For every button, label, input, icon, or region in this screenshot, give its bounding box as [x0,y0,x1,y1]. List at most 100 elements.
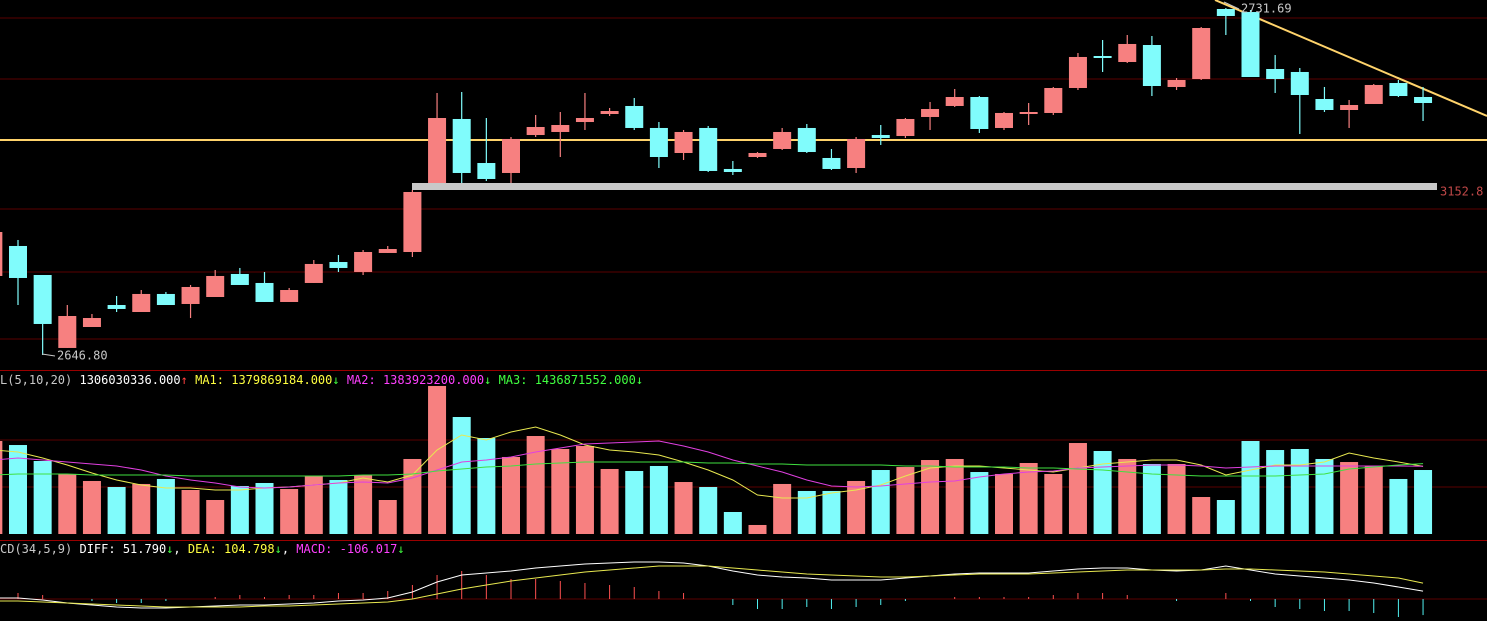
candle-body [156,293,175,306]
volume-bar [107,487,126,534]
header-segment: ↓ [332,373,339,387]
volume-bar [181,490,200,534]
volume-bar [847,480,866,534]
candle-body [699,127,718,171]
volume-bar [452,416,471,534]
volume-bar [773,483,792,534]
candle-body [280,290,299,302]
candle-body [625,105,644,128]
volume-bar [945,458,964,534]
candle-body [107,305,126,309]
volume-bar [1315,458,1334,534]
candle-body [1414,96,1433,104]
candle-body [551,124,570,132]
volume-bar [280,489,299,534]
volume-bar [625,470,644,534]
volume-bar [206,499,225,534]
volume-bar [58,473,77,534]
candle-body [575,118,594,123]
candle-body [526,126,545,136]
volume-bar [304,475,323,534]
candle-body [403,191,422,252]
header-segment: MA2: 1383923200.000 [340,373,485,387]
candle-body [9,245,27,278]
volume-bar [378,499,397,534]
candle-body [1266,68,1285,80]
volume-bar [1044,473,1063,534]
indicator-line [0,565,1424,608]
indicator-line [0,426,1424,499]
panel-header: L(5,10,20) 1306030336.000↑ MA1: 13798691… [0,373,643,387]
volume-bar [428,385,447,534]
candle-body [921,109,940,117]
candle-body [502,138,520,173]
header-segment: , [282,542,296,556]
header-segment: ↑ [181,373,188,387]
candle-body [1315,98,1334,110]
volume-bar [797,490,816,534]
volume-bar [82,480,101,534]
volume-bar [699,487,718,534]
candle-body [428,118,447,183]
candle-body [1093,55,1112,59]
volume-bar [1364,465,1383,534]
candle-body [773,131,792,149]
indicator-line [0,461,1424,477]
candle-body [354,251,373,272]
volume-bar [551,448,570,534]
volume-bar [822,490,841,534]
header-segment: ↓ [166,542,173,556]
volume-bar [502,456,520,534]
volume-bar [575,446,594,534]
volume-bar [255,482,274,534]
candle-body [329,262,348,268]
candle-body [477,163,496,179]
volume-bar [995,473,1013,534]
volume-bar [649,465,668,534]
candle-body [452,118,471,173]
volume-bar [600,468,619,534]
candle-body [1192,27,1211,80]
candle-body [1118,43,1137,63]
volume-bar [1389,478,1408,534]
annotation: 3152.8 [1440,185,1483,199]
candle-body [378,249,397,253]
volume-bar [132,483,151,534]
header-segment: DIFF: 51.790 [79,542,166,556]
candle-body [871,135,890,138]
candle-body [255,282,274,302]
candle-body [649,127,668,158]
volume-bar [871,470,890,534]
candle-body [0,232,3,276]
candle-body [1142,45,1161,87]
header-segment: MACD: -106.017 [296,542,397,556]
header-segment: ↓ [275,542,282,556]
candle-body [847,138,866,168]
candle-body [896,118,915,136]
candle-body [132,293,151,312]
candle-body [1364,84,1383,104]
volume-bar [1216,499,1235,534]
candle-body [58,316,77,348]
volume-bar [354,475,373,534]
volume-bar [329,480,348,534]
candle-body [748,152,767,158]
header-segment: L(5,10,20) [0,373,79,387]
candle-body [230,273,249,285]
candle-body [822,157,841,169]
indicator-line [0,561,1424,609]
header-segment: , [173,542,187,556]
volume-bar [526,436,545,534]
candle-body [1167,79,1186,87]
volume-bar [1167,463,1186,534]
candle-body [1241,12,1260,78]
volume-bar [723,512,742,534]
candle-body [945,96,964,106]
header-segment: ↓ [484,373,491,387]
volume-bar [33,460,52,534]
header-segment: DEA: 104.798 [188,542,275,556]
volume-bar [1414,470,1433,534]
candle-body [600,111,619,115]
candle-body [1290,71,1309,95]
